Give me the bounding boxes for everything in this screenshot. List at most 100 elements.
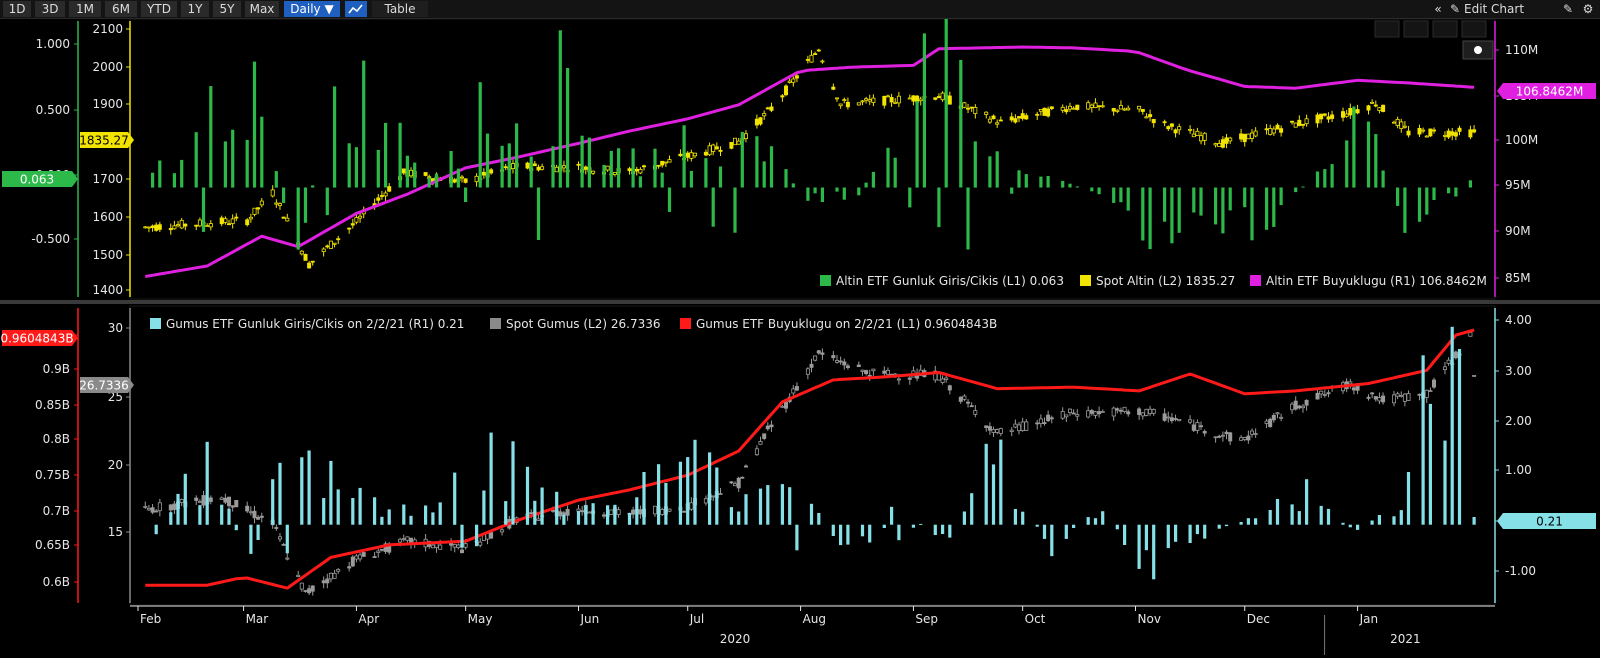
range-1m-button[interactable]: 1M [69, 1, 101, 17]
range-ytd-button[interactable]: YTD [141, 1, 177, 17]
flow-bar [434, 173, 439, 188]
candle-body [631, 509, 636, 515]
flow-bar [809, 503, 814, 525]
double-chevron-left-icon[interactable]: « [1434, 2, 1442, 16]
edit-chart-button[interactable]: Edit Chart [1464, 2, 1525, 16]
candle-body [347, 227, 352, 230]
interval-dropdown[interactable]: Daily ▼ [284, 1, 340, 17]
candle-body [1162, 413, 1167, 421]
candle-body [1315, 114, 1320, 124]
candle-body [274, 202, 279, 205]
value-tag-label: 1835.27 [79, 134, 129, 148]
candle-body [896, 378, 901, 381]
flow-bar [347, 143, 351, 188]
flow-bar [333, 86, 337, 188]
candle-body [336, 238, 341, 241]
candle-body [1381, 395, 1386, 403]
flow-bar [631, 148, 635, 188]
candle-body [1013, 118, 1018, 123]
candle-body [1472, 129, 1477, 133]
flow-bar [482, 490, 486, 525]
candle-body [1173, 418, 1178, 420]
range-6m-button[interactable]: 6M [105, 1, 137, 17]
candle-body [820, 60, 825, 63]
flow-bar [737, 511, 741, 525]
range-max-button[interactable]: Max [245, 1, 279, 17]
flow-bar [966, 187, 970, 250]
candle-body [299, 250, 304, 255]
candle-body [1279, 416, 1284, 419]
value-tag-label: 106.8462M [1516, 85, 1584, 99]
flow-bar [948, 524, 952, 538]
range-3d-button[interactable]: 3D [35, 1, 65, 17]
flow-bar [584, 505, 588, 525]
flow-bar [1035, 524, 1039, 527]
candle-body [1217, 435, 1222, 438]
flow-bar [1195, 524, 1199, 535]
flow-bar [871, 171, 875, 188]
flow-bar [686, 457, 690, 525]
candle-body [1326, 392, 1331, 395]
value-tag-shape [2, 330, 78, 346]
candle-body [1348, 108, 1353, 116]
candle-body [958, 396, 963, 402]
flow-bar [1228, 187, 1232, 211]
flow-bar [354, 147, 358, 188]
candle-body [1169, 123, 1174, 127]
candle-body [754, 448, 759, 456]
flow-bar [791, 183, 795, 188]
flow-bar [1279, 187, 1283, 206]
flow-bar [1315, 171, 1320, 188]
candle-body [718, 149, 723, 152]
candle-body [962, 395, 967, 400]
legend-label: Gumus ETF Buyuklugu on 2/2/21 (L1) 0.960… [696, 317, 997, 331]
flow-bar [1021, 511, 1025, 525]
candle-body [707, 145, 712, 156]
search-icon [1461, 20, 1487, 38]
candle-body [430, 544, 435, 549]
flow-bar [580, 135, 584, 188]
silver-panel: 0.95B0.9B0.85B0.8B0.75B0.7B0.65B0.6B3025… [0, 305, 1596, 606]
flow-bar [587, 137, 591, 188]
candle-body [1242, 133, 1247, 143]
candle-body [1468, 332, 1473, 337]
candle-body [321, 248, 326, 252]
range-5y-button[interactable]: 5Y [213, 1, 241, 17]
table-button[interactable]: Table [372, 1, 428, 17]
flow-bar [1243, 187, 1247, 208]
legend-swatch [1080, 275, 1091, 286]
candle-body [565, 508, 570, 516]
candle-body [143, 505, 148, 508]
candle-body [1115, 109, 1120, 112]
gear-icon[interactable]: ⚙ [1582, 2, 1594, 16]
line-chart-icon[interactable] [345, 1, 367, 17]
flow-bar [1144, 524, 1148, 551]
candle-body [245, 219, 250, 226]
candle-body [831, 355, 836, 359]
flow-bar [602, 164, 606, 188]
candle-body [1093, 102, 1098, 108]
flow-bar [1432, 187, 1436, 200]
candle-body [1370, 392, 1375, 395]
pencil-icon[interactable]: ✎ [1449, 2, 1461, 16]
candle-body [1402, 393, 1407, 402]
candle-body [1406, 130, 1411, 136]
candle-body [1453, 351, 1458, 359]
candle-body [744, 133, 749, 139]
candle-body [1228, 137, 1233, 142]
range-1y-button[interactable]: 1Y [181, 1, 209, 17]
candle-body [1064, 414, 1069, 418]
candle-body [146, 507, 151, 511]
candle-body [754, 118, 759, 126]
edit-icon[interactable]: ✎ [1562, 2, 1574, 16]
flow-bar [1468, 180, 1472, 188]
flow-bar [358, 487, 362, 525]
candle-body [1024, 115, 1029, 120]
flow-bar [733, 187, 737, 233]
range-1d-button[interactable]: 1D [3, 1, 31, 17]
candle-body [1068, 408, 1073, 414]
candle-body [1213, 143, 1218, 146]
candle-body [150, 507, 155, 513]
flow-bar [424, 505, 428, 525]
flow-bar [1396, 187, 1400, 206]
